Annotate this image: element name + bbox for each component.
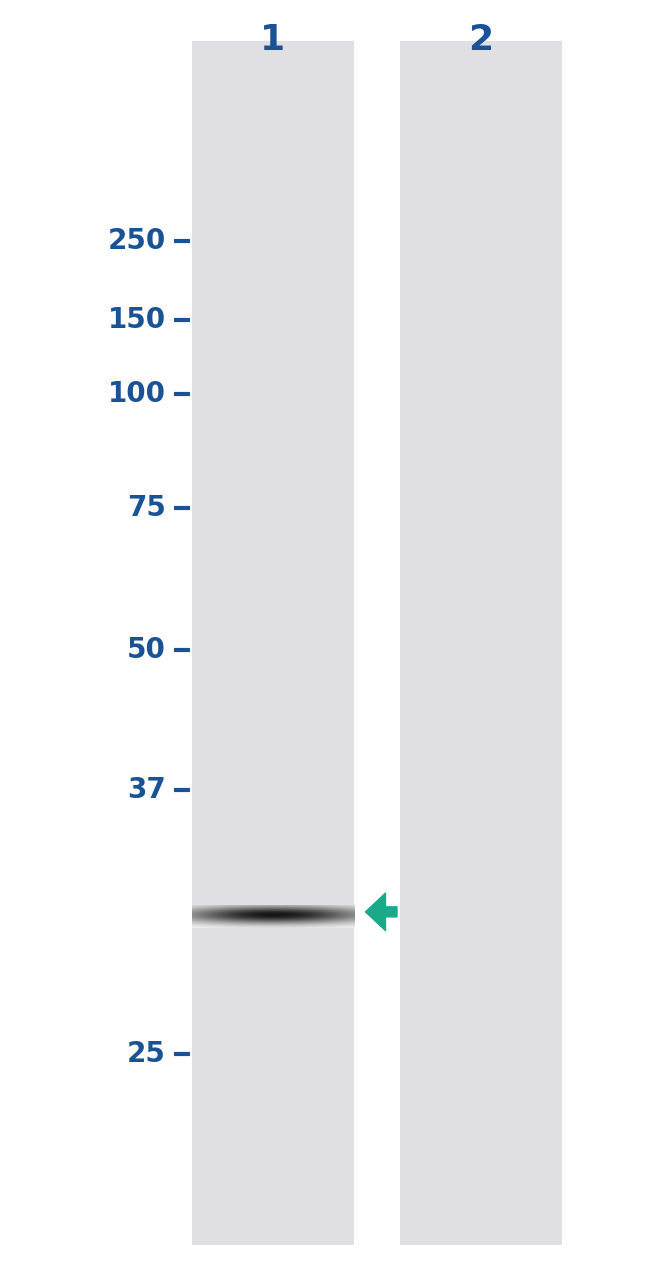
Text: 150: 150: [108, 306, 166, 334]
Bar: [192, 41, 354, 1245]
Text: 37: 37: [127, 776, 166, 804]
Text: 100: 100: [108, 380, 166, 408]
Text: 2: 2: [469, 23, 493, 57]
Text: 75: 75: [127, 494, 166, 522]
Bar: [400, 41, 562, 1245]
Text: 1: 1: [261, 23, 285, 57]
Text: 250: 250: [107, 227, 166, 255]
Text: 50: 50: [127, 636, 166, 664]
Text: 25: 25: [127, 1040, 166, 1068]
